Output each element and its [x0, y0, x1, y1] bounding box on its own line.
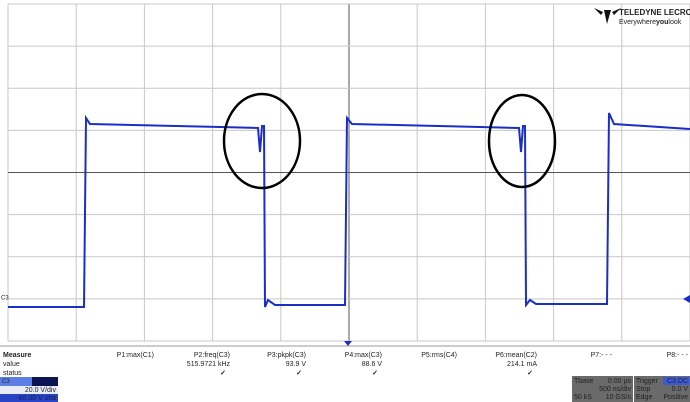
trigger-time-marker: [344, 341, 352, 346]
tagline-part: Everywhere: [619, 19, 656, 26]
param-name: P1:max(C1): [117, 352, 154, 359]
trigger-level: 0.0 V: [672, 386, 689, 393]
channel-name: C3: [2, 379, 10, 385]
trace-marker: C3: [1, 296, 9, 302]
param-status: ✓: [296, 370, 302, 377]
logo: TELEDYNE LECROY Everywhereyoulook: [594, 8, 690, 26]
trigger-source: C3 DC: [667, 378, 688, 385]
logo-tagline: Everywhereyoulook: [619, 19, 682, 26]
param-status: ✓: [527, 370, 533, 377]
measure-panel: Measure value status P1:max(C1) P2:freq(C3) 5…: [3, 352, 689, 377]
channel-offset: -60.00 V ofst: [16, 395, 56, 402]
trigger-mode: Stop: [636, 386, 651, 393]
param-value: 88.6 V: [362, 361, 383, 368]
timebase-delay: 0.00 µs: [608, 378, 632, 385]
param-name: P4:max(C3): [345, 352, 382, 359]
measure-header: Measure: [3, 352, 32, 359]
grid: [7, 3, 690, 342]
channel-scale: 20.0 V/div: [25, 387, 57, 394]
param-name: P8:- - -: [667, 352, 689, 359]
channel-box: C3 20.0 V/div -60.00 V ofst: [0, 377, 58, 402]
trigger-box: Trigger C3 DC Stop 0.0 V Edge Positive: [634, 376, 690, 402]
param-value: 214.1 mA: [507, 361, 537, 368]
highlight-ellipse: [222, 92, 302, 190]
measure-header: status: [3, 370, 22, 377]
param-name: P3:pkpk(C3): [267, 352, 306, 359]
param-name: P6:mean(C2): [495, 352, 537, 359]
param-status: ✓: [220, 370, 226, 377]
timebase-box: Tbase 0.00 µs 500 ns/div 50 kS 10 GS/s: [572, 376, 633, 402]
waveform: [8, 112, 690, 308]
param-status: ✓: [372, 370, 378, 377]
timebase-title: Tbase: [574, 378, 594, 385]
logo-brand: TELEDYNE LECROY: [619, 8, 690, 17]
param-name: P2:freq(C3): [194, 352, 230, 359]
param-value: 93.9 V: [286, 361, 307, 368]
param-name: P5:rms(C4): [421, 352, 457, 359]
highlight-ellipse: [487, 93, 557, 189]
timebase-scale: 500 ns/div: [599, 386, 631, 393]
trigger-slope: Positive: [663, 394, 688, 401]
timebase-points: 50 kS: [574, 394, 592, 401]
trigger-level-marker: [683, 295, 690, 303]
timebase-rate: 10 GS/s: [606, 394, 632, 401]
param-name: P7:- - -: [591, 352, 613, 359]
measure-header: value: [3, 361, 20, 368]
trigger-type: Edge: [636, 394, 652, 401]
tagline-part: look: [668, 19, 681, 26]
trigger-title: Trigger: [636, 378, 659, 385]
tagline-part: you: [656, 19, 668, 26]
param-value: 515.9721 kHz: [187, 361, 231, 368]
